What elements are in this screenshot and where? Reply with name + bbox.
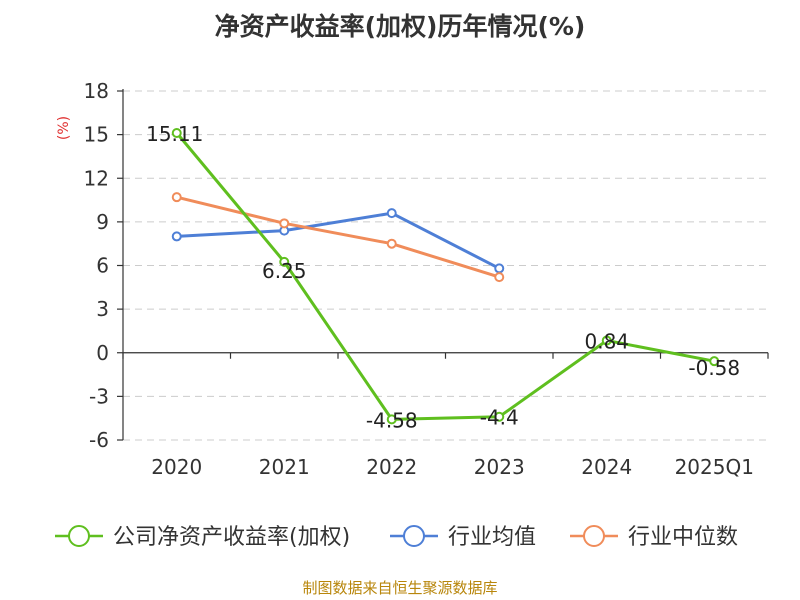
y-tick-label: 6	[96, 254, 109, 278]
y-tick-label: -3	[89, 384, 109, 408]
series-point	[709, 356, 720, 367]
data-label: 0.84	[584, 330, 629, 354]
y-tick-label: -6	[89, 428, 109, 452]
source-caption: 制图数据来自恒生聚源数据库	[302, 579, 497, 597]
x-tick-label: 2025Q1	[675, 455, 754, 479]
series-point	[386, 414, 397, 425]
series-point	[171, 192, 182, 203]
series-point	[601, 335, 612, 346]
y-tick-label: 12	[84, 166, 109, 190]
y-axis-unit-label: (%)	[56, 116, 72, 140]
series-point	[279, 256, 290, 267]
series-point	[386, 208, 397, 219]
legend-item: 行业中位数	[570, 525, 738, 550]
x-tick-label: 2022	[366, 455, 417, 479]
legend-label: 公司净资产收益率(加权)	[113, 525, 350, 550]
series-point	[386, 238, 397, 249]
x-tick-label: 2024	[581, 455, 632, 479]
data-label-layer: 15.11 6.25 -4.58 -4.4 0.84 -0.58	[146, 122, 740, 432]
x-tick-label: 2023	[474, 455, 525, 479]
series-point	[171, 231, 182, 242]
y-tick-label: 15	[84, 123, 109, 147]
axis-layer: 18 15 12 9 6 3 0 -3 -6 2020 2021 2022 2023 2024 2025Q1	[84, 79, 769, 479]
legend-marker	[403, 525, 425, 547]
grid-layer	[123, 90, 768, 441]
series-point	[171, 128, 182, 139]
chart-title: 净资产收益率(加权)历年情况(%)	[215, 12, 586, 41]
y-tick-label: 3	[96, 297, 109, 321]
data-label: -0.58	[688, 356, 740, 380]
legend-marker	[68, 525, 90, 547]
series-line	[175, 211, 501, 270]
legend-label: 行业均值	[448, 525, 536, 550]
legend: 公司净资产收益率(加权) 行业均值 行业中位数	[55, 525, 738, 550]
legend-marker	[583, 525, 605, 547]
series-layer	[171, 128, 720, 425]
legend-item: 公司净资产收益率(加权)	[55, 525, 350, 550]
x-tick-label: 2021	[259, 455, 310, 479]
y-tick-label: 0	[96, 341, 109, 365]
series-point	[494, 272, 505, 283]
series-point	[494, 263, 505, 274]
data-label: 15.11	[146, 122, 203, 146]
series-line	[175, 195, 501, 279]
series-point	[494, 411, 505, 422]
data-label: 6.25	[262, 259, 307, 283]
legend-label: 行业中位数	[628, 525, 738, 550]
series-point	[279, 218, 290, 229]
x-tick-label: 2020	[151, 455, 202, 479]
y-tick-label: 9	[96, 210, 109, 234]
legend-item: 行业均值	[390, 525, 536, 550]
series-line	[175, 131, 716, 421]
y-tick-label: 18	[84, 79, 109, 103]
data-label: -4.4	[480, 406, 519, 430]
data-label: -4.58	[366, 408, 418, 432]
